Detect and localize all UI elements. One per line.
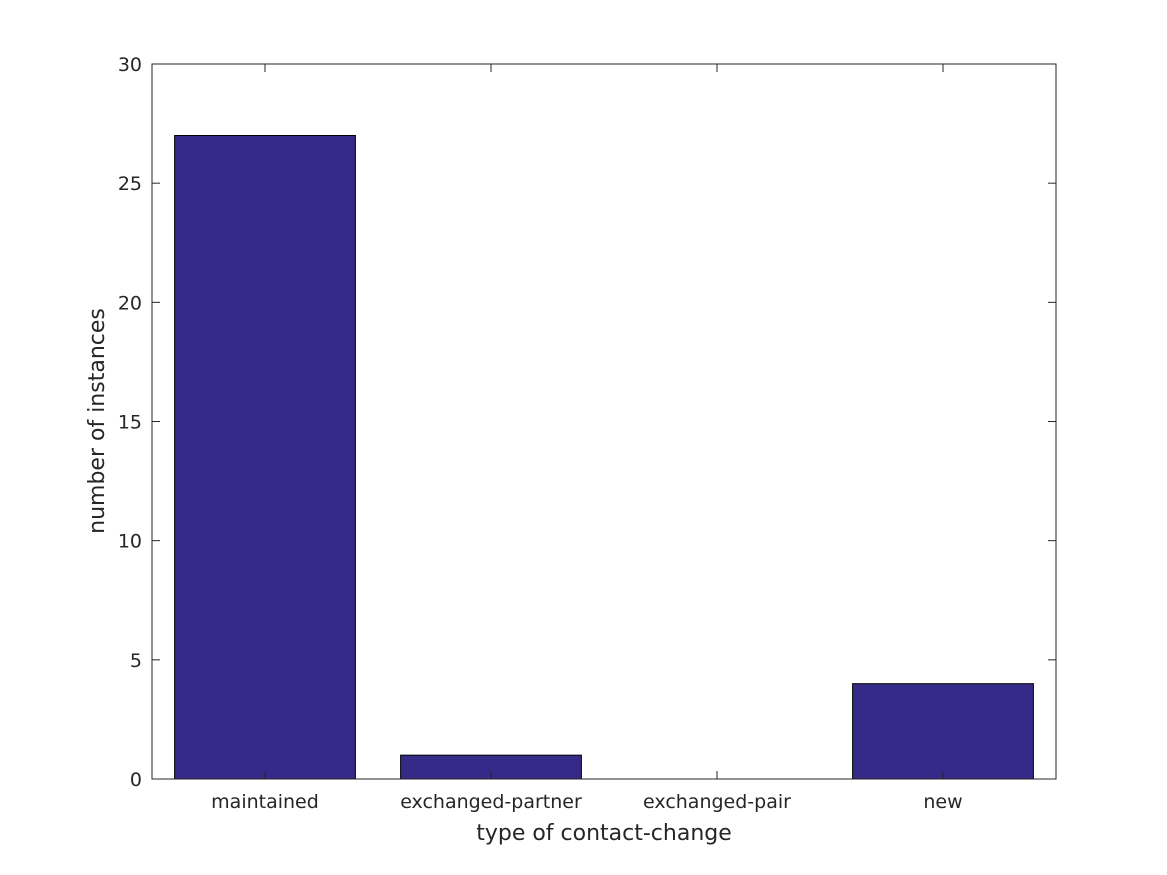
x-axis-label: type of contact-change <box>476 821 732 846</box>
y-axis-label: number of instances <box>85 308 110 534</box>
y-ticks-group: 0 5 10 15 20 25 30 <box>118 54 1056 791</box>
x-tick-label: exchanged-partner <box>400 791 582 813</box>
bar-3 <box>852 683 1034 780</box>
x-tick-label: new <box>923 791 962 813</box>
x-ticks-group: maintained exchanged-partner exchanged-pai… <box>211 64 963 813</box>
axes-box <box>151 63 1057 780</box>
y-tick-label: 15 <box>118 412 142 434</box>
y-tick-label: 0 <box>130 769 142 791</box>
y-tick-label: 30 <box>118 54 142 76</box>
y-tick-label: 25 <box>118 173 142 195</box>
bars-group <box>174 135 1034 780</box>
x-tick-label: maintained <box>211 791 319 813</box>
y-tick-label: 20 <box>118 292 142 314</box>
y-tick-label: 10 <box>118 531 142 553</box>
y-tick-label: 5 <box>130 650 142 672</box>
x-tick-label: exchanged-pair <box>643 791 791 813</box>
bar-0 <box>174 135 356 780</box>
